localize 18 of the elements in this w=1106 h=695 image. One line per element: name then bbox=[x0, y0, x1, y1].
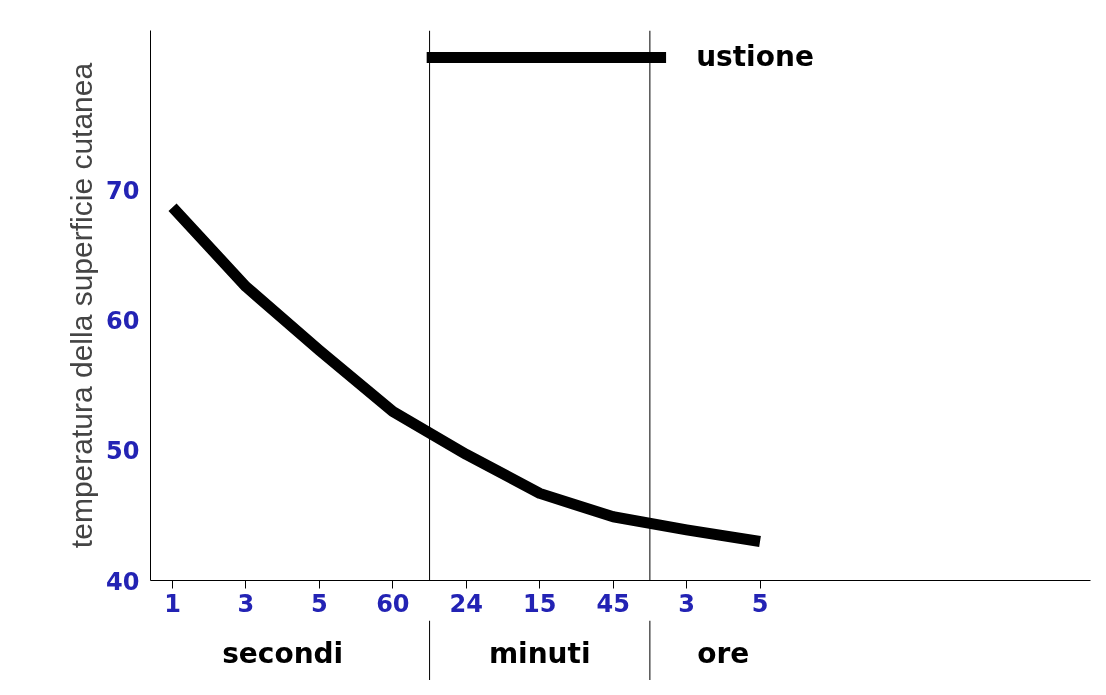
x-tick-label: 1 bbox=[164, 589, 181, 618]
x-tick-label: 5 bbox=[311, 589, 328, 618]
y-tick-label: 40 bbox=[106, 567, 140, 596]
x-tick-label: 45 bbox=[596, 589, 630, 618]
y-tick-label: 60 bbox=[106, 307, 140, 336]
x-tick-label: 15 bbox=[523, 589, 557, 618]
x-tick-label: 24 bbox=[449, 589, 483, 618]
text: secondi bbox=[222, 637, 344, 670]
text: ustione bbox=[696, 40, 814, 73]
text: ore bbox=[697, 637, 750, 670]
x-tick-label: 3 bbox=[237, 589, 255, 618]
x-tick-label: 60 bbox=[376, 589, 410, 618]
y-tick-label: 70 bbox=[106, 177, 140, 206]
x-tick-label: 3 bbox=[678, 589, 695, 618]
y-tick-label: 50 bbox=[106, 437, 140, 466]
x-tick-label: 5 bbox=[751, 589, 769, 618]
text: minuti bbox=[488, 637, 591, 670]
y-axis-title: temperatura della superficie cutanea bbox=[65, 62, 99, 549]
